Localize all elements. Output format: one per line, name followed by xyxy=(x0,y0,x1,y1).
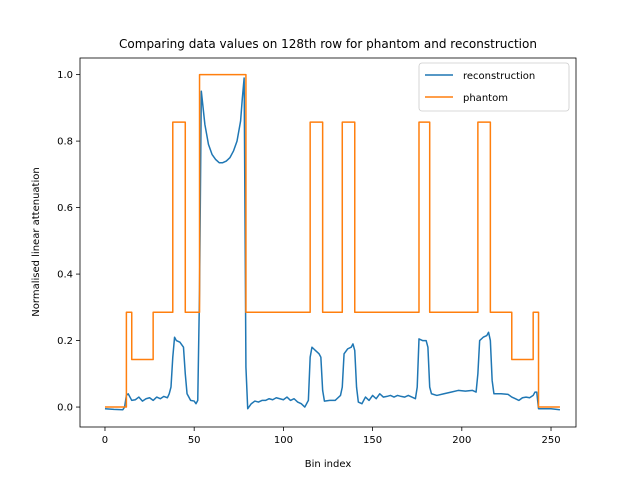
x-tick-label: 150 xyxy=(363,435,382,446)
x-axis-ticks: 0 50 100 150 200 250 xyxy=(102,427,561,446)
x-tick-label: 0 xyxy=(102,435,108,446)
legend-box xyxy=(418,62,570,112)
y-axis-label: Normalised linear attenuation xyxy=(31,167,42,316)
legend-label-phantom: phantom xyxy=(463,93,508,104)
y-tick-label: 0.6 xyxy=(57,203,73,214)
series-layer xyxy=(104,73,561,411)
x-axis-label: Bin index xyxy=(305,459,352,470)
y-tick-label: 0.2 xyxy=(57,336,73,347)
y-tick-label: 0.4 xyxy=(57,270,73,281)
plot-area xyxy=(80,58,576,427)
x-tick-label: 200 xyxy=(452,435,471,446)
legend-label-reconstruction: reconstruction xyxy=(463,71,535,82)
y-tick-label: 0.0 xyxy=(57,403,73,414)
x-tick-label: 100 xyxy=(274,435,293,446)
x-tick-label: 250 xyxy=(541,435,560,446)
y-tick-label: 0.8 xyxy=(57,137,73,148)
legend: reconstruction phantom xyxy=(418,62,570,112)
x-tick-label: 50 xyxy=(188,435,201,446)
series-line-reconstruction xyxy=(104,77,561,411)
y-tick-label: 1.0 xyxy=(57,70,73,81)
chart-title: Comparing data values on 128th row for p… xyxy=(119,37,537,51)
series-line-phantom xyxy=(104,73,560,408)
plot-frame xyxy=(79,57,577,428)
y-axis-ticks: 0.0 0.2 0.4 0.6 0.8 1.0 xyxy=(57,70,80,414)
